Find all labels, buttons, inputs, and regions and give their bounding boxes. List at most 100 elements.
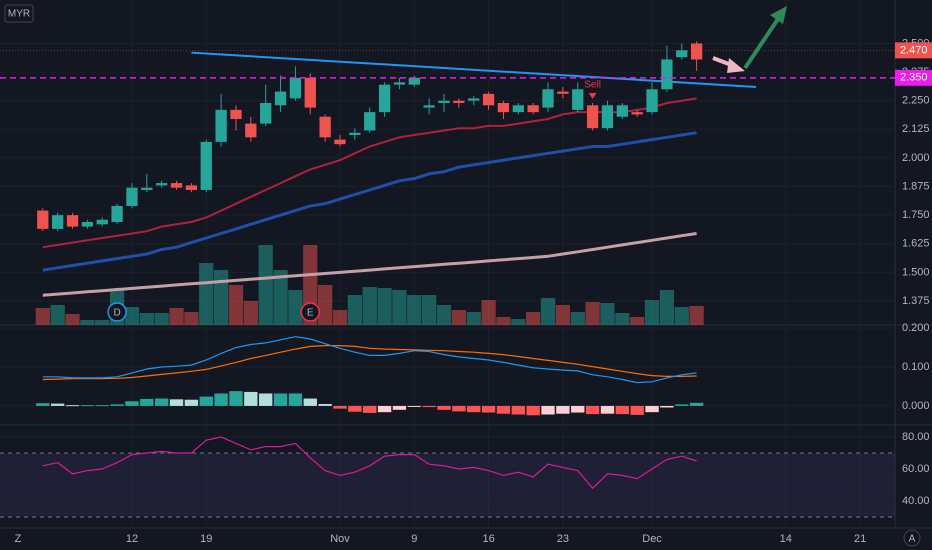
event-label: D: [113, 308, 120, 319]
volume-bar: [644, 300, 660, 325]
histogram-bar: [615, 405, 630, 415]
histogram-bar: [125, 401, 139, 406]
histogram-bar: [571, 405, 585, 413]
volume-bar: [674, 307, 689, 325]
histogram-bar: [184, 399, 199, 406]
histogram-bar: [80, 405, 95, 407]
volume-bar: [689, 306, 704, 325]
histogram-bar: [645, 405, 659, 413]
volume-bar: [347, 295, 362, 325]
y-tick-label: 0.200: [902, 322, 930, 334]
volume-bar: [184, 312, 199, 325]
volume-bar: [288, 290, 303, 325]
auto-scale-button[interactable]: [903, 529, 921, 547]
histogram-bar: [585, 405, 600, 415]
volume-bar: [139, 313, 154, 325]
histogram-bar: [407, 405, 421, 407]
candle-body: [512, 105, 524, 113]
auto-scale-label[interactable]: A: [909, 534, 916, 545]
rsi-line: [42, 436, 697, 490]
histogram-bar: [556, 405, 570, 414]
histogram-bar: [511, 405, 525, 415]
volume-bar: [511, 319, 526, 325]
volume-bar: [466, 312, 481, 325]
histogram-bar: [140, 398, 154, 406]
histogram-bar: [65, 405, 80, 407]
event-marker: [300, 302, 321, 322]
moving-average: [42, 232, 697, 297]
y-tick-label: 2.250: [902, 95, 930, 107]
candle-body: [185, 185, 198, 190]
candle-body: [96, 219, 108, 225]
histogram-bar: [303, 398, 317, 406]
candle-body: [230, 109, 242, 120]
histogram-bar: [363, 405, 377, 413]
volume-bar: [570, 312, 585, 325]
x-tick-label: Dec: [642, 533, 662, 545]
volume-bar: [228, 285, 244, 325]
timezone-button[interactable]: Z: [15, 533, 22, 545]
candle-body: [676, 50, 688, 58]
candle-body: [378, 84, 391, 113]
candle-body: [289, 77, 302, 99]
histogram-bar: [377, 405, 392, 413]
histogram-bar: [452, 405, 466, 412]
histogram-bar: [318, 403, 332, 406]
volume-bar: [526, 312, 541, 325]
event-label: E: [307, 308, 314, 319]
green-arrow-head: [770, 6, 787, 24]
candle-body: [423, 105, 435, 108]
histogram-bar: [154, 398, 169, 406]
y-tick-label: 1.625: [902, 238, 930, 250]
volume-bar: [154, 313, 169, 325]
y-tick-label: 0.000: [902, 400, 930, 412]
y-tick-label: 1.500: [902, 266, 930, 278]
histogram-bar: [392, 405, 407, 410]
toolbar: MYR Z A: [4, 4, 921, 547]
price-tag: [895, 69, 932, 86]
volume-bar: [362, 287, 377, 325]
y-tick-label: 60.00: [902, 463, 930, 475]
histogram-bar: [630, 405, 644, 415]
histogram-bar: [689, 402, 704, 406]
signal-line: [42, 345, 697, 381]
candle-body: [66, 215, 79, 227]
candle-body: [304, 77, 316, 108]
histogram-bar: [675, 404, 689, 406]
candle-body: [200, 141, 212, 190]
candle-body: [52, 215, 64, 229]
drawn-arrows: [712, 6, 787, 73]
y-tick-label: 1.875: [902, 180, 930, 192]
volume-bar: [659, 290, 675, 325]
volume-bar: [199, 263, 214, 325]
volume-bar: [377, 288, 392, 325]
x-tick-label: 14: [780, 533, 792, 545]
volume-bar: [332, 310, 348, 325]
volume-bar: [540, 298, 556, 325]
histogram-bar: [467, 405, 481, 413]
candle-body: [37, 210, 49, 229]
volume-bar: [615, 313, 630, 325]
y-tick-label: 2.000: [902, 152, 930, 164]
x-tick-label: 23: [557, 533, 569, 545]
y-tick-label: 0.100: [902, 361, 930, 373]
x-tick-label: 12: [126, 533, 138, 545]
volume-bar: [436, 305, 452, 325]
histogram-bar: [36, 403, 50, 406]
candle-body: [274, 91, 287, 106]
histogram-bar: [214, 393, 228, 406]
candle-body: [215, 109, 227, 142]
histogram-bar: [526, 405, 540, 416]
candle-body: [497, 102, 510, 113]
volume-bar: [392, 290, 407, 325]
candle-body: [616, 105, 628, 117]
candle-body: [170, 183, 183, 188]
y-tick-label: 2.125: [902, 123, 930, 135]
candle-body: [349, 132, 361, 136]
candle-body: [408, 77, 420, 85]
histogram-bar: [95, 405, 109, 407]
volume-bar: [273, 270, 288, 325]
histogram-bar: [481, 405, 496, 413]
